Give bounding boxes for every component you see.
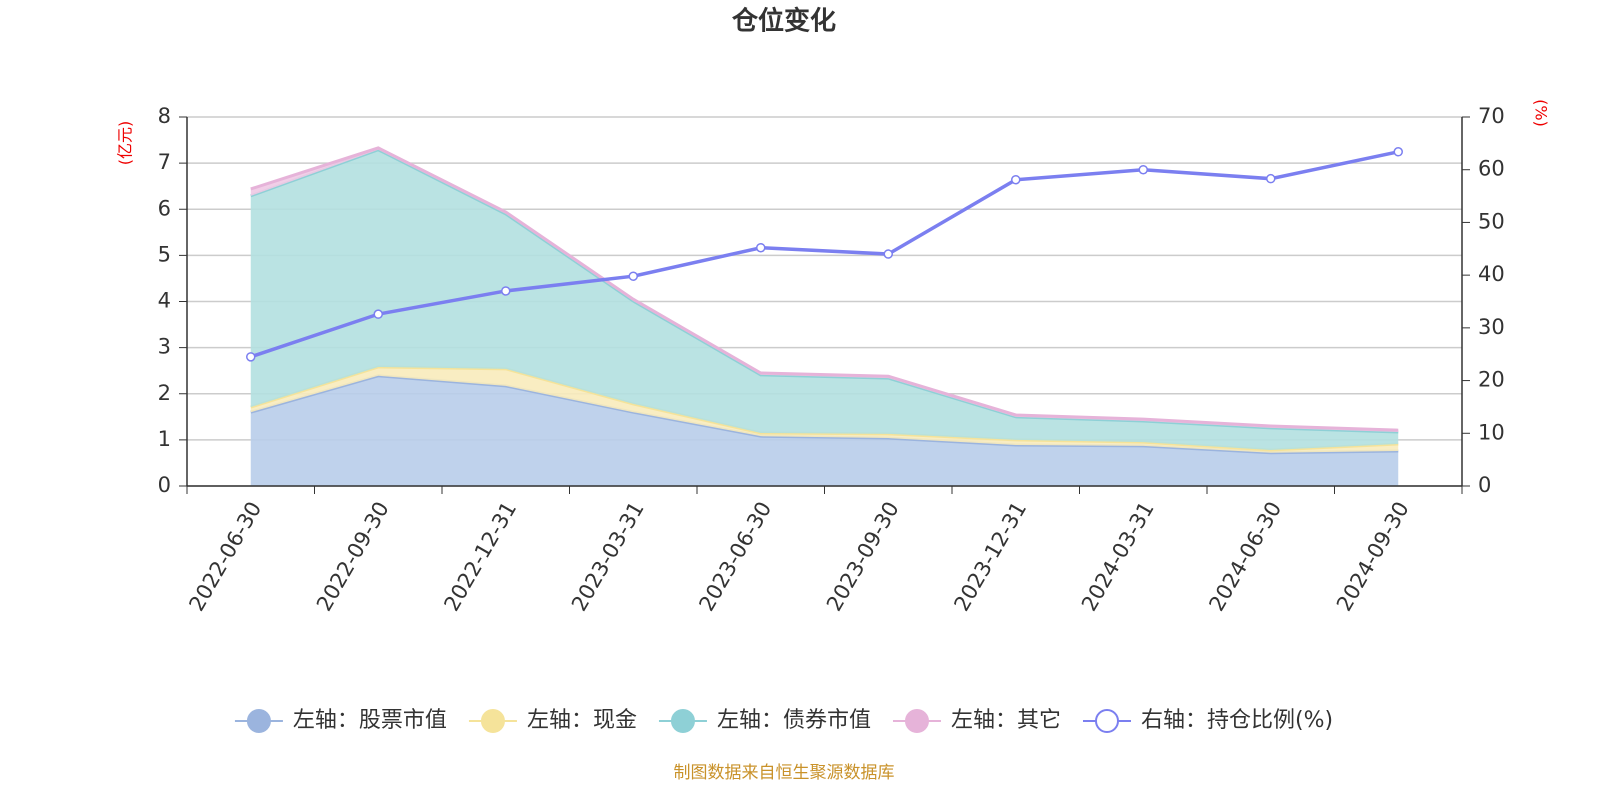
area <box>250 149 1399 451</box>
y2-tick-label: 40 <box>1478 262 1505 286</box>
y-tick-label: 7 <box>158 150 171 174</box>
line-point <box>501 286 511 296</box>
area <box>250 375 1399 486</box>
line-point <box>373 309 383 319</box>
x-tick-label: 2022-06-30 <box>184 498 266 616</box>
line-point <box>1138 164 1148 175</box>
legend-label: 左轴：债券市值 <box>717 708 871 733</box>
line-point <box>883 249 893 259</box>
y-tick-label: 5 <box>158 242 171 266</box>
legend-label: 左轴：现金 <box>527 708 637 733</box>
y2-tick-label: 30 <box>1478 315 1505 339</box>
legend-label: 右轴：持仓比例(%) <box>1141 708 1333 733</box>
legend-marker <box>246 709 271 733</box>
source-note: 制图数据来自恒生聚源数据库 <box>674 763 895 783</box>
y2-tick-label: 60 <box>1478 157 1505 181</box>
x-tick-label: 2023-06-30 <box>694 498 776 616</box>
line-point <box>1266 173 1276 184</box>
y-tick-label: 8 <box>158 104 171 128</box>
y-tick-label: 0 <box>158 473 171 497</box>
line-point <box>1393 147 1403 157</box>
line-point <box>756 242 766 253</box>
y2-tick-label: 0 <box>1478 473 1491 497</box>
x-tick-label: 2023-12-31 <box>949 498 1031 616</box>
line-point <box>246 352 256 362</box>
line-point <box>628 271 638 281</box>
y-tick-label: 3 <box>158 335 171 359</box>
chart-title: 仓位变化 <box>731 6 836 37</box>
legend-marker <box>1094 709 1119 733</box>
x-tick-label: 2024-09-30 <box>1332 498 1414 616</box>
y-tick-label: 2 <box>158 381 171 405</box>
y2-tick-label: 10 <box>1478 420 1505 444</box>
x-tick-label: 2022-09-30 <box>312 498 394 616</box>
y-tick-label: 6 <box>158 196 171 220</box>
x-tick-label: 2024-03-31 <box>1077 498 1159 616</box>
line-point <box>1011 174 1021 185</box>
y-tick-label: 1 <box>158 427 171 451</box>
legend-marker <box>670 709 695 733</box>
y2-tick-label: 50 <box>1478 209 1505 233</box>
area-edge <box>250 146 1399 432</box>
area-edge <box>250 148 1399 434</box>
line <box>250 150 1399 359</box>
y2-tick-label: 70 <box>1478 104 1505 128</box>
legend-marker <box>904 709 929 733</box>
x-tick-label: 2023-09-30 <box>822 498 904 616</box>
legend-marker <box>480 709 505 733</box>
x-tick-label: 2023-03-31 <box>567 498 649 616</box>
x-tick-label: 2024-06-30 <box>1204 498 1286 616</box>
y2-tick-label: 20 <box>1478 368 1505 392</box>
x-tick-label: 2022-12-31 <box>439 498 521 616</box>
area <box>250 366 1399 453</box>
legend-label: 左轴：股票市值 <box>293 708 447 733</box>
legend: 左轴：股票市值 左轴：现金 左轴：债券市值 左轴：其它 右轴：持仓比例(%) <box>234 708 1333 733</box>
y-axis-label: (亿元) <box>116 121 135 166</box>
y-tick-label: 4 <box>158 289 171 313</box>
y2-axis-label: (%) <box>1532 99 1551 127</box>
legend-label: 左轴：其它 <box>951 708 1061 733</box>
